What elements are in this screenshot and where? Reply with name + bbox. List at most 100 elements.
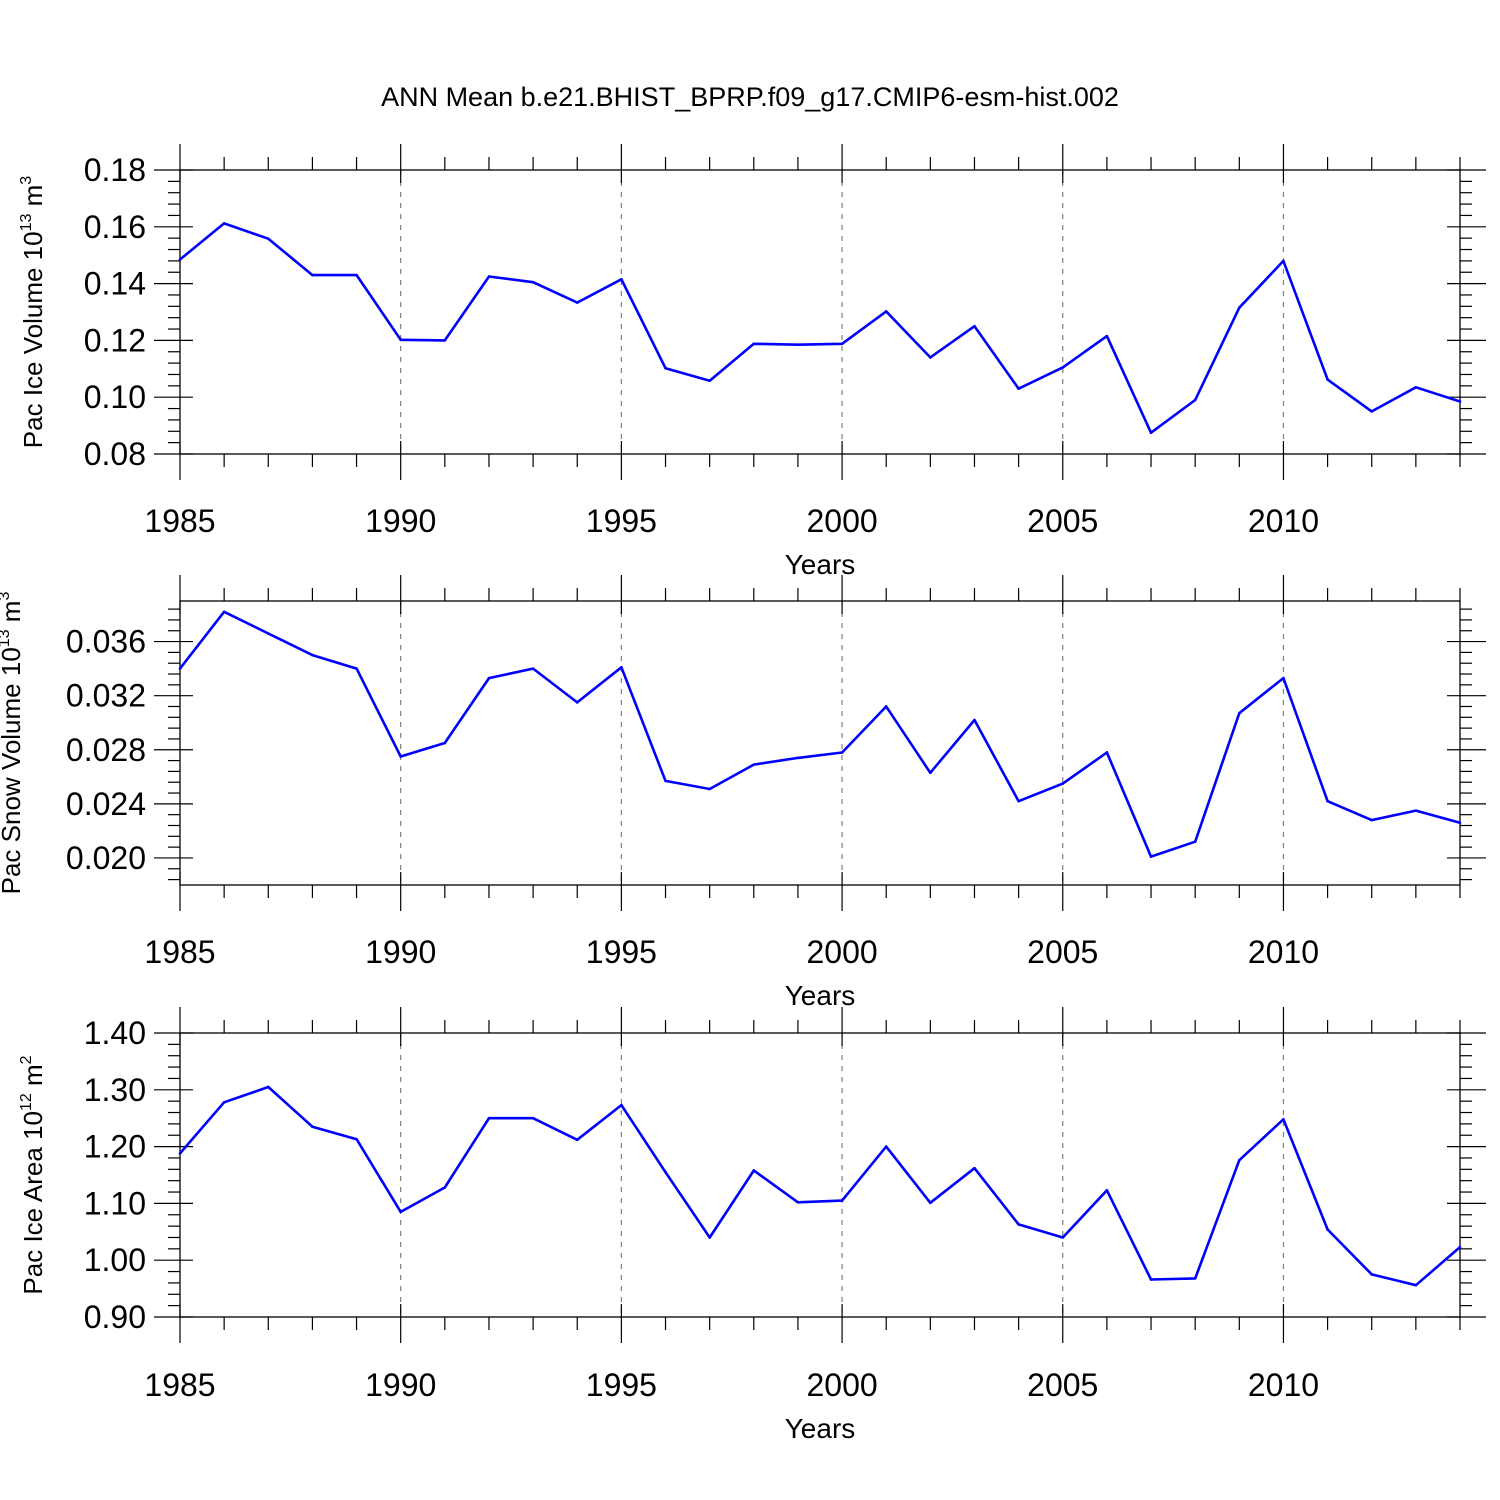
data-point [399,1210,402,1214]
data-point [1061,782,1065,785]
panel-1: 0.08 0.10 0.12 0.14 0.16 0.18 1985 1990 1995 2000… [18,144,1486,580]
data-point [443,339,447,342]
data-point [399,755,402,758]
data-point [1238,711,1241,715]
y-tick-label: 0.90 [84,1299,146,1335]
x-tick-label: 2005 [1027,503,1098,539]
data-point [222,222,226,225]
data-point [929,356,932,359]
x-tick-label: 2005 [1027,1367,1098,1403]
data-point [929,1201,932,1205]
data-point [1149,1278,1153,1281]
x-tick-label: 2005 [1027,934,1098,970]
data-point [1282,1118,1285,1121]
data-point [620,1103,623,1107]
data-point [796,343,800,346]
data-point [752,342,756,346]
x-tick-label: 2000 [806,503,877,539]
data-point [840,342,844,346]
x-tick-label: 2010 [1248,503,1319,539]
data-point [355,273,358,277]
plot-frame [179,1032,1461,1318]
series-line [179,1085,1461,1287]
data-point [796,756,800,760]
x-tick-label: 2000 [806,1367,877,1403]
data-point [620,278,623,281]
data-point [973,1166,976,1170]
data-point [1458,1245,1462,1249]
x-axis-label: Years [785,549,856,580]
y-axis-label: Pac Ice Area 1012 m2 [18,1055,48,1294]
data-point [1238,1158,1241,1162]
data-point [1370,818,1374,822]
data-point [664,1170,667,1174]
data-point [1017,799,1020,803]
data-point [1105,751,1109,754]
data-point [575,701,579,704]
x-tick-label: 2000 [806,934,877,970]
data-point [929,771,932,775]
y-tick-label: 0.032 [66,678,146,714]
y-tick-label: 1.40 [84,1015,146,1051]
y-axis-label: Pac Ice Volume 1013 m3 [18,176,48,449]
panel-2: 0.020 0.024 0.028 0.032 0.036 1985 1990 1995 200… [0,575,1486,1011]
data-point [1326,378,1329,381]
data-point [311,653,314,657]
data-point [575,301,579,304]
data-point [752,763,756,766]
panel-3: 0.90 1.00 1.10 1.20 1.30 1.40 1985 1990 1995 2000… [18,1007,1486,1444]
series-line [179,222,1461,435]
data-point [311,1125,314,1129]
data-point [1149,431,1153,435]
data-point [1105,1189,1109,1192]
data-point [178,1152,182,1155]
data-point [1193,1277,1197,1280]
data-point [443,1186,447,1189]
data-point [1370,1273,1374,1276]
data-point [752,1169,756,1172]
data-point [1370,410,1374,413]
data-point [1149,855,1153,858]
data-point [840,751,844,754]
y-tick-label: 1.20 [84,1129,146,1165]
data-point [884,705,888,708]
data-point [1414,1283,1418,1287]
y-tick-label: 0.08 [84,436,146,472]
y-tick-label: 0.036 [66,624,146,660]
data-point [178,258,182,261]
data-point [531,667,535,670]
data-point [708,379,711,383]
data-point [884,1145,888,1148]
y-tick-label: 1.30 [84,1072,146,1108]
y-tick-label: 0.18 [84,152,146,188]
data-point [487,676,491,680]
series-line [178,610,1461,858]
data-point [664,366,667,370]
data-point [1105,334,1109,338]
data-point [1282,259,1285,263]
data-point [266,1085,270,1089]
panels: 0.08 0.10 0.12 0.14 0.16 0.18 1985 1990 1995 2000… [0,144,1486,1444]
data-point [355,1137,358,1141]
data-point [973,324,976,328]
data-point [575,1138,579,1142]
y-tick-label: 0.16 [84,209,146,245]
data-point [708,1236,711,1239]
data-point [1326,1228,1329,1231]
data-point [840,1199,844,1202]
y-tick-label: 0.10 [84,379,146,415]
data-point [796,1200,800,1204]
data-point [664,779,667,783]
data-point [1017,387,1020,390]
y-tick-label: 0.14 [84,266,146,302]
y-tick-label: 1.00 [84,1242,146,1278]
data-point [1326,799,1329,803]
data-point [620,665,623,669]
x-tick-label: 1985 [144,1367,215,1403]
x-tick-label: 1990 [365,1367,436,1403]
data-point [487,1116,491,1120]
data-point [1061,366,1065,369]
data-point [222,1100,226,1104]
x-tick-label: 1995 [586,934,657,970]
